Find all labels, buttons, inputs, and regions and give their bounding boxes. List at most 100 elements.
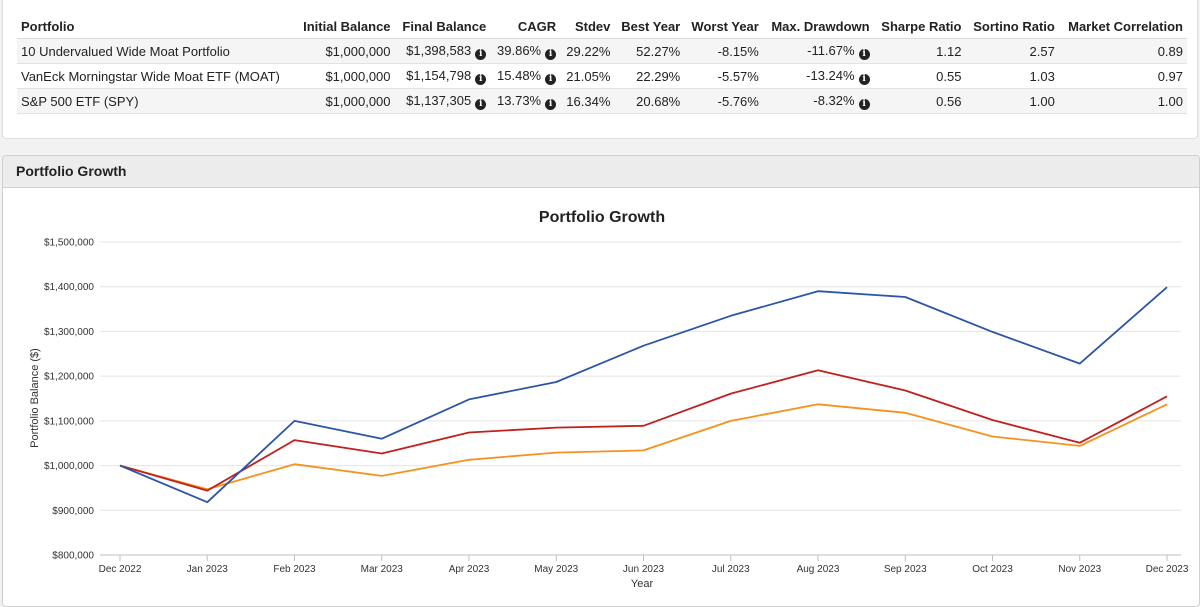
table-row: VanEck Morningstar Wide Moat ETF (MOAT) … [17, 63, 1187, 89]
series-line[interactable] [119, 369, 1168, 492]
info-circle-icon[interactable]: i [475, 48, 487, 60]
x-tick-label: Sep 2023 [884, 564, 927, 575]
max-drawdown-cell: -13.24% i [762, 63, 874, 89]
max-drawdown-cell: -8.32% i [762, 88, 874, 114]
column-header[interactable]: Stdev [560, 14, 615, 39]
info-circle-icon[interactable]: i [545, 73, 557, 85]
y-axis-title: Portfolio Balance ($) [29, 348, 41, 448]
portfolio-growth-panel: Portfolio Growth $800,000 $900,000 $1,000,… [2, 155, 1200, 607]
y-tick-label: $1,200,000 [44, 372, 94, 383]
column-header[interactable]: Max. Drawdown [762, 14, 874, 39]
y-tick-label: $1,500,000 [44, 238, 94, 249]
worst-year: -5.57% [684, 63, 763, 89]
sharpe-ratio: 0.55 [873, 63, 966, 89]
cagr-cell: 39.86% i [490, 38, 561, 64]
y-tick-label: $1,000,000 [44, 461, 94, 472]
cagr: 13.73% [497, 92, 542, 108]
series-lines [119, 286, 1168, 504]
sortino-ratio: 1.00 [965, 88, 1059, 114]
final-balance-cell: $1,137,305 i [394, 88, 491, 114]
y-tick-label: $900,000 [52, 506, 94, 517]
portfolio-name: S&P 500 ETF (SPY) [17, 88, 296, 114]
info-circle-icon[interactable]: i [475, 73, 487, 85]
market-correlation: 0.97 [1058, 63, 1187, 89]
initial-balance: $1,000,000 [295, 88, 395, 114]
cagr-cell: 13.73% i [490, 88, 561, 114]
max-drawdown-cell: -11.67% i [762, 38, 874, 64]
market-correlation: 0.89 [1058, 38, 1187, 64]
stdev: 16.34% [560, 88, 615, 114]
x-tick-label: Mar 2023 [361, 564, 404, 575]
portfolio-name: VanEck Morningstar Wide Moat ETF (MOAT) [17, 63, 296, 89]
initial-balance: $1,000,000 [295, 63, 395, 89]
series-line[interactable] [119, 403, 1168, 491]
portfolio-growth-chart: $800,000 $900,000 $1,000,000 $1,100,000 $1,2… [29, 209, 1189, 590]
max-drawdown: -11.67% [807, 42, 855, 58]
stdev: 29.22% [560, 38, 615, 64]
x-tick-label: Jun 2023 [623, 564, 665, 575]
column-header[interactable]: CAGR [490, 14, 561, 39]
x-tick-label: Jan 2023 [187, 564, 229, 575]
info-circle-icon[interactable]: i [545, 98, 557, 110]
y-tick-label: $1,300,000 [44, 327, 94, 338]
final-balance: $1,398,583 [406, 42, 472, 58]
x-tick-label: Nov 2023 [1058, 564, 1101, 575]
info-circle-icon[interactable]: i [475, 98, 487, 110]
table-header-row: Portfolio Initial Balance Final Balance … [17, 14, 1187, 39]
column-header[interactable]: Worst Year [684, 14, 763, 39]
y-tick-label: $1,400,000 [44, 282, 94, 293]
y-tick-label: $1,100,000 [44, 416, 94, 427]
y-axis-ticks: $800,000 $900,000 $1,000,000 $1,100,000 $1,2… [44, 238, 94, 562]
x-tick-label: Apr 2023 [449, 564, 490, 575]
sharpe-ratio: 0.56 [873, 88, 966, 114]
x-tick-label: May 2023 [534, 564, 578, 575]
portfolio-name: 10 Undervalued Wide Moat Portfolio [17, 38, 296, 64]
info-circle-icon[interactable]: i [858, 73, 870, 85]
x-tick-label: Aug 2023 [797, 564, 840, 575]
x-axis-title: Year [631, 578, 654, 590]
cagr: 15.48% [497, 67, 542, 83]
column-header[interactable]: Portfolio [17, 14, 296, 39]
chart-title: Portfolio Growth [539, 209, 665, 226]
x-tick-label: Dec 2022 [99, 564, 142, 575]
column-header[interactable]: Initial Balance [295, 14, 395, 39]
info-circle-icon[interactable]: i [858, 48, 870, 60]
best-year: 52.27% [614, 38, 685, 64]
x-tick-label: Dec 2023 [1146, 564, 1189, 575]
cagr-cell: 15.48% i [490, 63, 561, 89]
sharpe-ratio: 1.12 [873, 38, 966, 64]
worst-year: -5.76% [684, 88, 763, 114]
column-header[interactable]: Best Year [614, 14, 685, 39]
column-header[interactable]: Sortino Ratio [965, 14, 1059, 39]
table-row: S&P 500 ETF (SPY) $1,000,000 $1,137,305 i… [17, 88, 1187, 114]
initial-balance: $1,000,000 [295, 38, 395, 64]
cagr: 39.86% [497, 42, 542, 58]
x-axis-ticks: Dec 2022 Jan 2023 Feb 2023 Mar 2023 Apr 2023… [99, 555, 1189, 575]
series-line[interactable] [119, 286, 1168, 504]
column-header[interactable]: Sharpe Ratio [873, 14, 966, 39]
sortino-ratio: 1.03 [965, 63, 1059, 89]
final-balance: $1,154,798 [406, 67, 472, 83]
x-tick-label: Jul 2023 [712, 564, 750, 575]
final-balance-cell: $1,154,798 i [394, 63, 491, 89]
x-tick-label: Feb 2023 [273, 564, 316, 575]
x-tick-label: Oct 2023 [972, 564, 1013, 575]
column-header[interactable]: Final Balance [394, 14, 491, 39]
panel-title: Portfolio Growth [3, 156, 1199, 188]
best-year: 22.29% [614, 63, 685, 89]
info-circle-icon[interactable]: i [858, 98, 870, 110]
max-drawdown: -13.24% [806, 67, 855, 83]
market-correlation: 1.00 [1058, 88, 1187, 114]
table-row: 10 Undervalued Wide Moat Portfolio $1,00… [17, 38, 1187, 64]
y-tick-label: $800,000 [52, 551, 94, 562]
final-balance-cell: $1,398,583 i [394, 38, 491, 64]
final-balance: $1,137,305 [406, 92, 472, 108]
gridlines [100, 241, 1181, 556]
info-circle-icon[interactable]: i [545, 48, 557, 60]
best-year: 20.68% [614, 88, 685, 114]
sortino-ratio: 2.57 [965, 38, 1059, 64]
column-header[interactable]: Market Correlation [1058, 14, 1187, 39]
portfolio-statistics-table: Portfolio Initial Balance Final Balance … [17, 14, 1187, 114]
max-drawdown: -8.32% [813, 92, 855, 108]
stdev: 21.05% [560, 63, 615, 89]
